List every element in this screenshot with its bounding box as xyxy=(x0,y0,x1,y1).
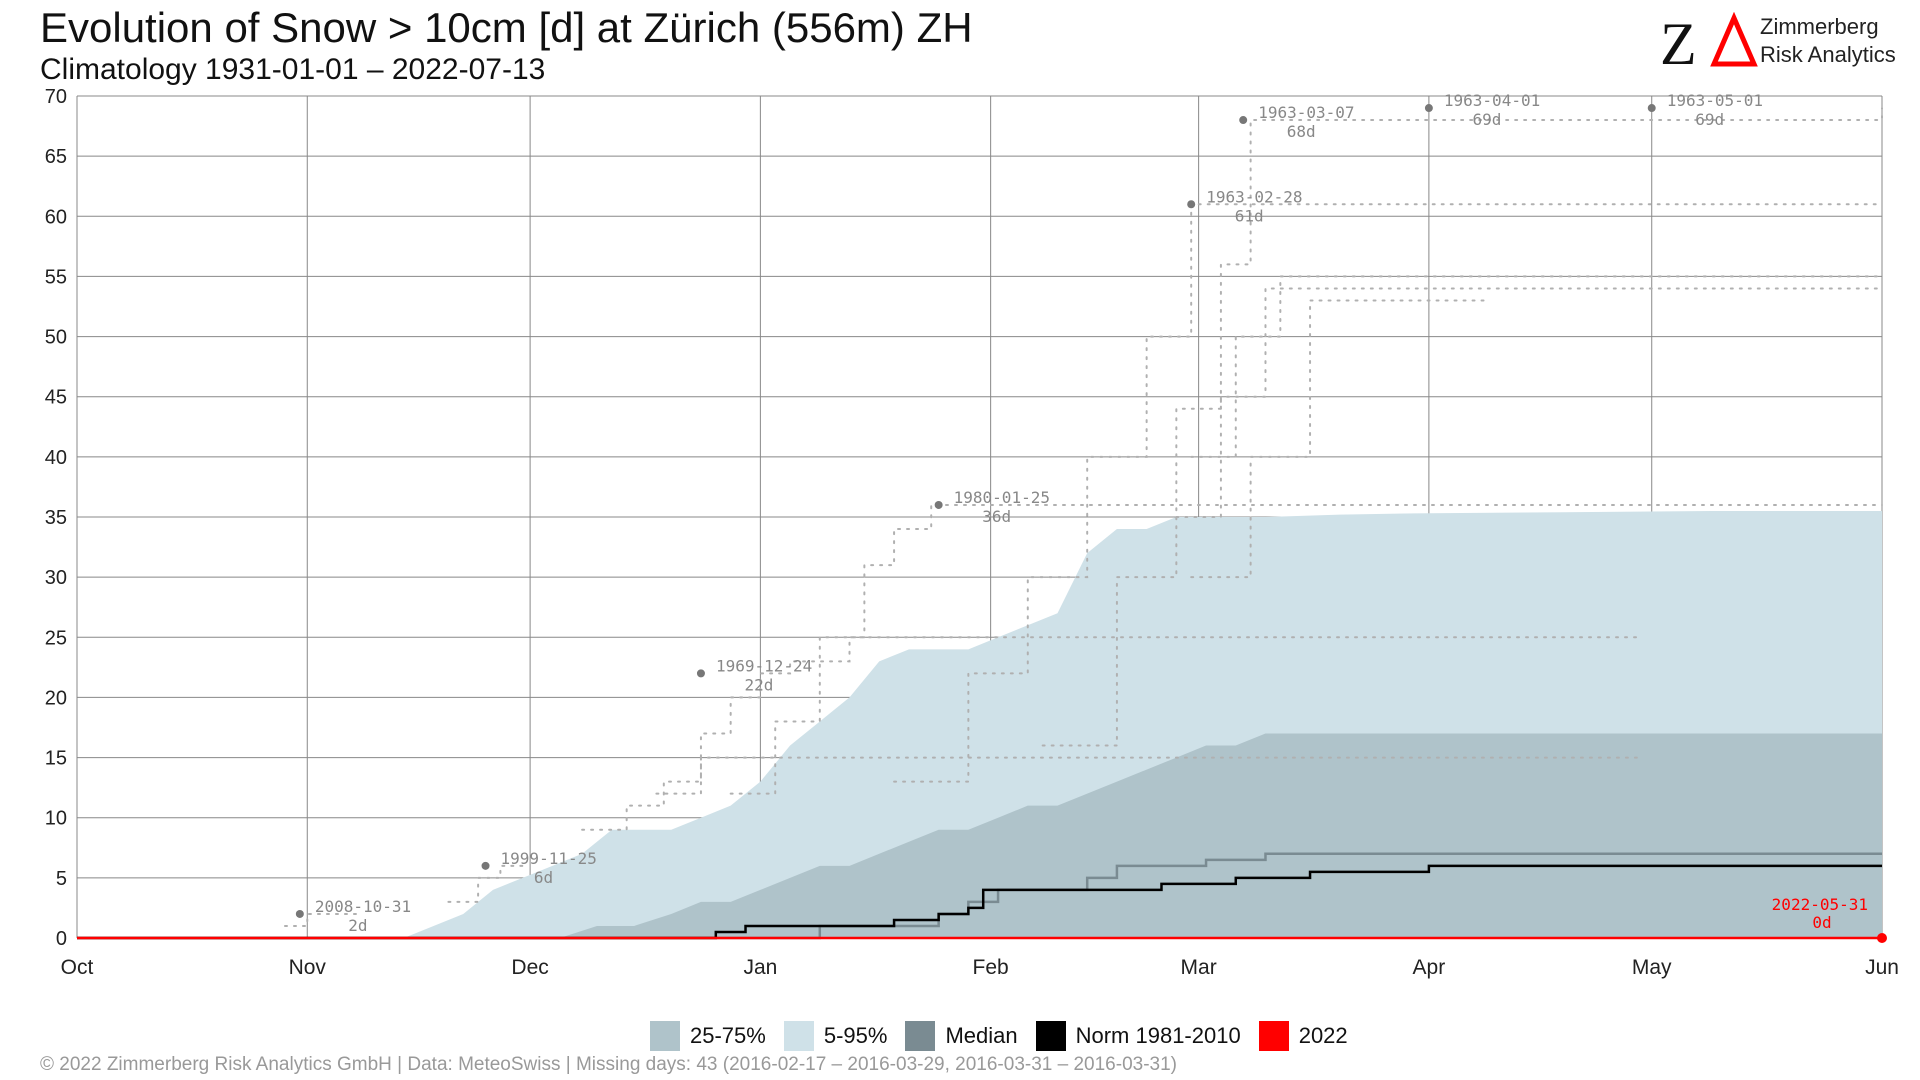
logo-delta-glyph xyxy=(1710,12,1758,67)
x-tick-label: Oct xyxy=(61,956,94,979)
legend-swatch xyxy=(1035,1021,1066,1051)
record-days-label: 68d xyxy=(1287,122,1316,141)
record-date-label: 1963-03-07 xyxy=(1258,103,1354,122)
y-tick-label: 30 xyxy=(45,567,67,589)
legend-swatch xyxy=(783,1021,814,1051)
legend-item: 25-75% xyxy=(650,1021,766,1051)
y-tick-label: 40 xyxy=(45,447,67,469)
y-tick-label: 20 xyxy=(45,687,67,709)
y-tick-label: 35 xyxy=(45,507,67,529)
record-point xyxy=(696,669,705,678)
logo-line-1: Zimmerberg xyxy=(1760,14,1879,39)
record-date-label: 1999-11-25 xyxy=(501,849,597,868)
y-tick-label: 65 xyxy=(45,146,67,168)
record-line xyxy=(581,756,1638,831)
y-tick-label: 0 xyxy=(56,928,67,950)
y-tick-label: 50 xyxy=(45,327,67,349)
snow-days-chart: 0 5 10 15 20 25 30 35 40 45 50 55 60 65 70 Oct Nov Dec Jan… xyxy=(45,86,1899,979)
x-tick-label: Nov xyxy=(289,956,327,979)
record-date-label: 1980-01-25 xyxy=(954,488,1050,507)
record-days-label: 61d xyxy=(1235,206,1264,225)
record-days-label: 2d xyxy=(348,916,367,935)
x-tick-label: Jan xyxy=(743,956,777,979)
legend-label: 5-95% xyxy=(823,1023,888,1048)
current-date-label: 2022-05-31 xyxy=(1772,895,1868,914)
legend-swatch xyxy=(905,1021,936,1051)
chart-subtitle: Climatology 1931-01-01 – 2022-07-13 xyxy=(40,53,546,86)
record-line xyxy=(729,503,1883,795)
chart-legend: 25-75% 5-95% Median Norm 1981-2010 2022 xyxy=(650,1020,1366,1052)
record-point xyxy=(1424,104,1433,113)
record-line xyxy=(1190,299,1490,579)
record-line xyxy=(447,864,524,903)
y-tick-label: 10 xyxy=(45,808,67,830)
record-days-label: 69d xyxy=(1472,110,1501,129)
zimmerberg-logo: Z xyxy=(1660,12,1758,72)
legend-label: 2022 xyxy=(1298,1023,1348,1048)
legend-label: Norm 1981-2010 xyxy=(1075,1023,1241,1048)
legend-item: Norm 1981-2010 xyxy=(1035,1021,1241,1051)
legend-item: 5-95% xyxy=(783,1021,888,1051)
record-point xyxy=(481,861,490,870)
x-tick-label: Jun xyxy=(1865,956,1899,979)
record-point xyxy=(1239,116,1248,125)
record-date-label: 1963-04-01 xyxy=(1444,91,1540,110)
y-tick-label: 70 xyxy=(45,86,67,108)
logo-line-2: Risk Analytics xyxy=(1760,42,1896,67)
y-tick-label: 15 xyxy=(45,748,67,770)
record-days-label: 22d xyxy=(744,675,773,694)
record-date-label: 1969-12-24 xyxy=(716,656,812,675)
record-line xyxy=(893,203,1883,783)
y-tick-label: 60 xyxy=(45,206,67,228)
legend-item: 2022 xyxy=(1258,1021,1348,1051)
record-days-label: 36d xyxy=(982,507,1011,526)
y-tick-label: 55 xyxy=(45,266,67,288)
x-tick-label: Mar xyxy=(1181,956,1217,979)
record-days-label: 69d xyxy=(1695,110,1724,129)
norm-line xyxy=(77,864,1882,940)
footer-credits: © 2022 Zimmerberg Risk Analytics GmbH | … xyxy=(40,1054,1177,1075)
record-point xyxy=(1647,104,1656,113)
logo-z-glyph: Z xyxy=(1660,12,1697,72)
current-days-label: 0d xyxy=(1812,913,1831,932)
record-days-label: 6d xyxy=(534,868,553,887)
record-point xyxy=(295,909,304,918)
band-25-75 xyxy=(77,733,1882,938)
chart-title: Evolution of Snow > 10cm [d] at Zürich (… xyxy=(40,4,973,51)
record-point xyxy=(934,500,943,509)
y-tick-label: 45 xyxy=(45,387,67,409)
legend-item: Median xyxy=(905,1021,1018,1051)
record-date-label: 2008-10-31 xyxy=(315,897,411,916)
x-tick-label: Dec xyxy=(511,956,548,979)
current-point xyxy=(1877,933,1887,943)
legend-label: Median xyxy=(945,1023,1018,1048)
record-date-label: 1963-02-28 xyxy=(1206,187,1302,206)
y-tick-label: 25 xyxy=(45,627,67,649)
record-date-label: 1963-05-01 xyxy=(1667,91,1763,110)
record-line xyxy=(1175,287,1883,518)
x-tick-label: May xyxy=(1632,956,1672,979)
record-line xyxy=(1190,275,1883,458)
x-tick-label: Feb xyxy=(973,956,1009,979)
legend-swatch xyxy=(1258,1021,1289,1051)
x-tick-label: Apr xyxy=(1413,956,1446,979)
y-tick-label: 5 xyxy=(56,868,67,890)
legend-swatch xyxy=(650,1021,680,1051)
legend-label: 25-75% xyxy=(690,1023,766,1048)
record-point xyxy=(1187,200,1196,209)
